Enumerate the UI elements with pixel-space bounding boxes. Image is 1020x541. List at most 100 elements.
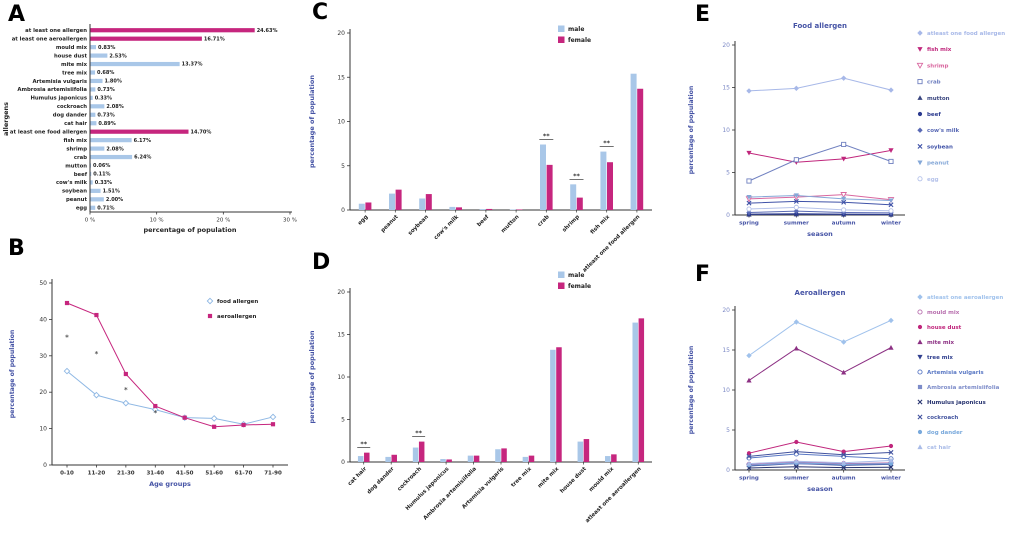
- svg-text:0.11%: 0.11%: [93, 172, 110, 178]
- svg-text:mutton: mutton: [927, 96, 950, 102]
- panel-f-label: F: [695, 262, 711, 287]
- svg-text:mite mix: mite mix: [61, 62, 88, 68]
- svg-text:21-30: 21-30: [117, 471, 135, 477]
- svg-text:71-90: 71-90: [264, 471, 282, 477]
- svg-text:2.00%: 2.00%: [106, 197, 123, 203]
- svg-text:atleast one aeroallergen: atleast one aeroallergen: [927, 295, 1003, 301]
- svg-text:crab: crab: [927, 80, 941, 86]
- svg-text:shrimp: shrimp: [927, 63, 949, 69]
- svg-text:tree mix: tree mix: [62, 70, 88, 76]
- svg-text:female: female: [568, 283, 591, 290]
- svg-text:5: 5: [341, 163, 345, 170]
- svg-text:house dust: house dust: [559, 466, 588, 495]
- svg-text:31-40: 31-40: [146, 471, 164, 477]
- svg-text:**: **: [543, 132, 550, 140]
- svg-text:cockroach: cockroach: [397, 466, 423, 492]
- svg-text:**: **: [603, 139, 610, 147]
- svg-text:mould mix: mould mix: [56, 45, 88, 51]
- svg-text:10: 10: [722, 127, 730, 134]
- svg-text:Artemisia vulgaris: Artemisia vulgaris: [32, 79, 87, 85]
- svg-text:atleast one aeroallergen: atleast one aeroallergen: [585, 466, 643, 524]
- svg-text:shrimp: shrimp: [561, 214, 580, 233]
- svg-text:0.68%: 0.68%: [97, 70, 114, 76]
- svg-text:1.51%: 1.51%: [103, 189, 120, 195]
- svg-text:30 %: 30 %: [283, 218, 297, 224]
- svg-text:20: 20: [39, 389, 47, 396]
- svg-text:0.73%: 0.73%: [97, 112, 114, 118]
- svg-text:Ambrosia artemisiifolia: Ambrosia artemisiifolia: [17, 87, 87, 93]
- svg-text:20: 20: [722, 42, 730, 49]
- svg-text:16.71%: 16.71%: [204, 36, 225, 42]
- svg-text:2.08%: 2.08%: [106, 104, 123, 110]
- svg-text:*: *: [124, 386, 128, 394]
- svg-text:mutton: mutton: [65, 163, 87, 169]
- svg-text:0-10: 0-10: [60, 471, 74, 477]
- svg-text:5: 5: [341, 417, 345, 424]
- svg-text:0.33%: 0.33%: [95, 96, 112, 102]
- svg-text:10: 10: [337, 374, 345, 381]
- panel-c-label: C: [312, 0, 329, 25]
- svg-text:peanut: peanut: [66, 197, 88, 203]
- panel-f-line-chart: 0 5 10 15 20 spring summer autumn winter Aeroalle…: [688, 289, 1003, 493]
- svg-text:spring: spring: [739, 476, 759, 482]
- svg-text:50: 50: [39, 280, 47, 287]
- svg-text:0.33%: 0.33%: [95, 180, 112, 186]
- svg-text:male: male: [568, 272, 584, 279]
- svg-text:20 %: 20 %: [216, 218, 230, 224]
- svg-text:dog dander: dog dander: [927, 430, 963, 436]
- svg-text:40: 40: [39, 316, 47, 323]
- svg-text:cat hair: cat hair: [347, 466, 368, 487]
- svg-text:beef: beef: [927, 112, 941, 118]
- svg-text:dog dander: dog dander: [53, 113, 88, 119]
- svg-text:**: **: [360, 440, 367, 448]
- panel-e-line-chart: 0 5 10 15 20 spring summer autumn winter Food all…: [688, 22, 1005, 238]
- svg-text:winter: winter: [881, 221, 901, 227]
- svg-text:Age groups: Age groups: [149, 480, 191, 488]
- svg-text:egg: egg: [357, 214, 369, 226]
- svg-text:mite mix: mite mix: [927, 340, 955, 346]
- svg-text:cow's milk: cow's milk: [56, 180, 87, 186]
- svg-text:at least one aeroallergen: at least one aeroallergen: [12, 36, 88, 42]
- svg-text:autumn: autumn: [832, 221, 856, 227]
- svg-text:15: 15: [337, 332, 345, 339]
- svg-text:20: 20: [337, 30, 345, 37]
- svg-text:61-70: 61-70: [235, 471, 253, 477]
- panel-c-grouped-bar-chart: 0 5 10 15 20 egg peanut soybean cow's milk beef mu…: [308, 25, 652, 274]
- svg-text:2.08%: 2.08%: [106, 146, 123, 152]
- svg-text:13.37%: 13.37%: [182, 62, 203, 68]
- svg-text:percentage of population: percentage of population: [9, 330, 16, 419]
- svg-text:51-60: 51-60: [205, 471, 223, 477]
- svg-text:cockroach: cockroach: [927, 415, 958, 421]
- svg-text:5: 5: [726, 170, 730, 177]
- svg-text:Food allergen: Food allergen: [793, 22, 847, 30]
- svg-text:10: 10: [39, 426, 47, 433]
- svg-text:0: 0: [341, 459, 345, 466]
- svg-text:fish mix: fish mix: [927, 47, 952, 53]
- svg-text:**: **: [415, 429, 422, 437]
- svg-text:10 %: 10 %: [150, 218, 164, 224]
- svg-text:Humulus japonicus: Humulus japonicus: [927, 400, 986, 406]
- svg-text:male: male: [568, 26, 584, 33]
- svg-text:shrimp: shrimp: [66, 146, 87, 152]
- svg-text:cat hair: cat hair: [64, 121, 87, 127]
- svg-text:mutton: mutton: [500, 214, 520, 234]
- svg-text:season: season: [807, 485, 833, 493]
- svg-text:food allergen: food allergen: [217, 299, 258, 305]
- svg-text:Humulus japonicus: Humulus japonicus: [30, 96, 87, 102]
- panel-a-hbar-chart: at least one allergen 24.63% at least one …: [2, 24, 297, 234]
- svg-text:41-50: 41-50: [176, 471, 194, 477]
- svg-text:15: 15: [337, 74, 345, 81]
- svg-text:0: 0: [726, 212, 730, 219]
- svg-text:at least one food allergen: at least one food allergen: [10, 129, 87, 135]
- svg-text:cockroach: cockroach: [57, 104, 87, 110]
- svg-text:mould mix: mould mix: [927, 310, 960, 316]
- svg-text:spring: spring: [739, 221, 759, 227]
- svg-text:0.83%: 0.83%: [98, 45, 115, 51]
- svg-text:fish mix: fish mix: [590, 214, 612, 236]
- svg-text:mite mix: mite mix: [537, 466, 561, 490]
- svg-text:0: 0: [726, 467, 730, 474]
- svg-text:20: 20: [722, 307, 730, 314]
- svg-text:5: 5: [726, 427, 730, 434]
